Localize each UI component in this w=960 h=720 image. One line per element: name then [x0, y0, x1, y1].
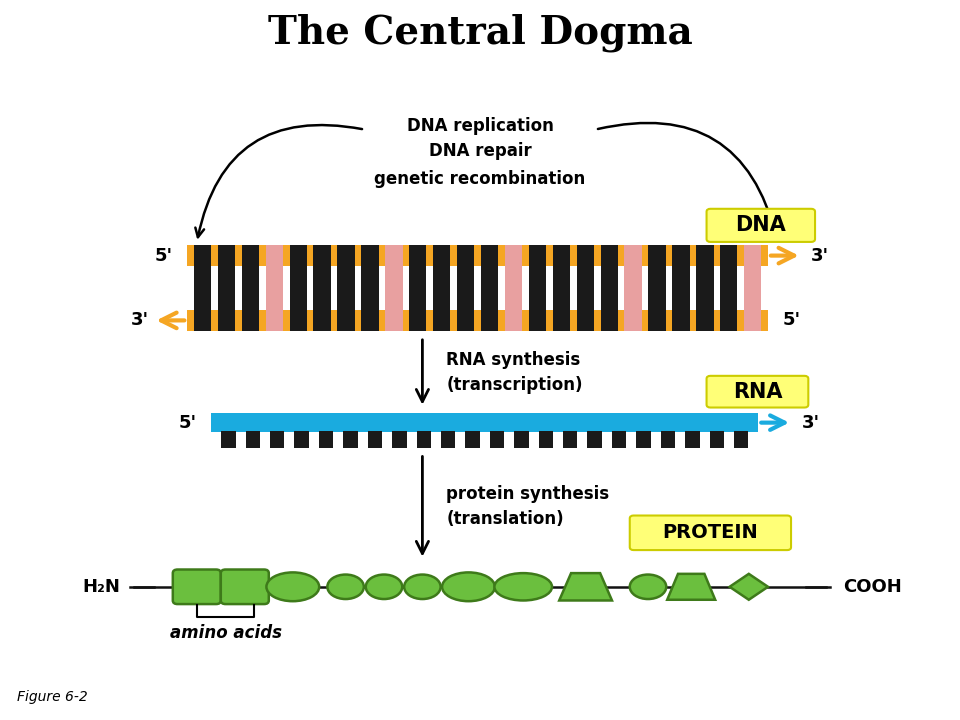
Bar [218, 245, 235, 331]
Text: Figure 6-2: Figure 6-2 [17, 690, 88, 704]
Bar [529, 245, 546, 331]
Ellipse shape [267, 572, 319, 601]
Bar [314, 245, 331, 331]
Bar [417, 431, 431, 448]
Bar [539, 431, 553, 448]
Bar [337, 245, 354, 331]
Bar [588, 431, 602, 448]
Text: COOH: COOH [843, 577, 901, 596]
Bar [295, 431, 309, 448]
Bar [242, 245, 259, 331]
Ellipse shape [404, 575, 441, 599]
Bar [685, 431, 700, 448]
Text: RNA synthesis
(transcription): RNA synthesis (transcription) [446, 351, 583, 394]
Bar [636, 431, 651, 448]
Bar [720, 245, 737, 331]
Bar [441, 431, 455, 448]
Bar [612, 431, 626, 448]
Text: 5': 5' [179, 413, 197, 431]
Bar [744, 245, 761, 331]
Bar [266, 245, 283, 331]
Text: 5': 5' [155, 246, 173, 264]
Bar [490, 431, 504, 448]
FancyBboxPatch shape [173, 570, 221, 604]
Text: 3': 3' [131, 311, 149, 330]
Text: amino acids: amino acids [170, 624, 281, 642]
Bar [696, 245, 713, 331]
Text: H₂N: H₂N [83, 577, 120, 596]
FancyBboxPatch shape [187, 245, 768, 266]
Bar [194, 245, 211, 331]
Bar [270, 431, 284, 448]
Bar [392, 431, 406, 448]
Text: PROTEIN: PROTEIN [662, 523, 758, 542]
Bar [648, 245, 665, 331]
Bar [709, 431, 724, 448]
Bar [505, 245, 522, 331]
Ellipse shape [327, 575, 364, 599]
Bar [368, 431, 382, 448]
Text: protein synthesis
(translation): protein synthesis (translation) [446, 485, 610, 528]
Polygon shape [730, 574, 768, 600]
Bar [553, 245, 570, 331]
FancyBboxPatch shape [707, 376, 808, 408]
Ellipse shape [442, 572, 495, 601]
Text: DNA repair: DNA repair [428, 142, 532, 160]
Bar [466, 431, 480, 448]
Bar [344, 431, 358, 448]
Bar [246, 431, 260, 448]
FancyBboxPatch shape [707, 209, 815, 242]
Bar [385, 245, 402, 331]
FancyBboxPatch shape [221, 570, 269, 604]
Bar [361, 245, 378, 331]
Bar [660, 431, 675, 448]
Bar [564, 431, 578, 448]
Bar [457, 245, 474, 331]
Ellipse shape [494, 573, 552, 600]
FancyBboxPatch shape [630, 516, 791, 550]
Bar [211, 413, 758, 432]
Bar [624, 245, 641, 331]
Bar [672, 245, 689, 331]
Bar [481, 245, 498, 331]
Text: The Central Dogma: The Central Dogma [268, 13, 692, 52]
Bar [734, 431, 749, 448]
Polygon shape [559, 573, 612, 600]
Text: 5': 5' [782, 311, 801, 330]
Bar [601, 245, 618, 331]
Bar [577, 245, 594, 331]
Ellipse shape [366, 575, 402, 599]
Bar [515, 431, 529, 448]
Ellipse shape [630, 575, 666, 599]
Text: RNA: RNA [732, 382, 782, 402]
Text: genetic recombination: genetic recombination [374, 169, 586, 187]
Text: DNA replication: DNA replication [407, 117, 553, 135]
Text: 3': 3' [811, 246, 829, 264]
Text: DNA: DNA [735, 215, 786, 235]
Bar [409, 245, 426, 331]
FancyBboxPatch shape [187, 310, 768, 331]
Bar [433, 245, 450, 331]
Text: 3': 3' [802, 413, 820, 431]
Polygon shape [667, 574, 715, 600]
Bar [319, 431, 333, 448]
Bar [221, 431, 235, 448]
Bar [290, 245, 307, 331]
